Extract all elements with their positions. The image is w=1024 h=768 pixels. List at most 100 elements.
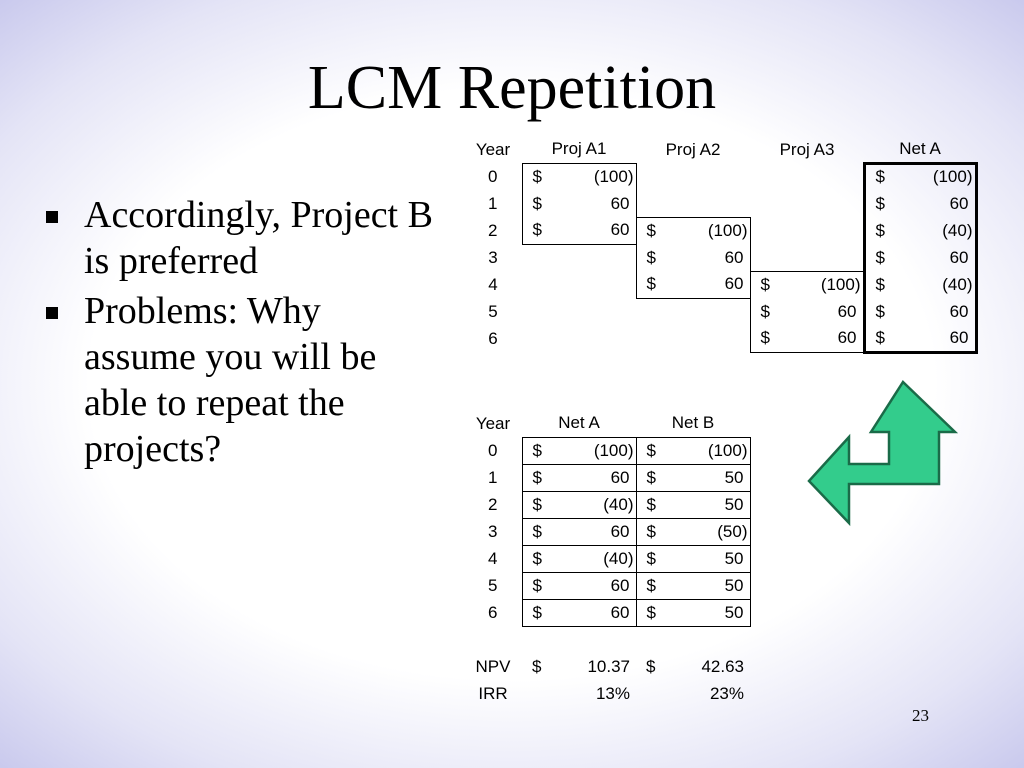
header-row: Year Net A Net B [464,410,750,437]
column-header: Proj A2 [665,139,721,159]
value-cell: 50 [668,464,751,492]
currency-cell: $ [521,599,554,627]
value-cell: 60 [782,325,865,353]
value-cell [668,163,750,190]
year-cell: 2 [488,220,498,240]
value-cell: 50 [668,491,751,519]
column-header: Year [475,413,511,433]
value-cell [668,298,750,325]
currency-cell [522,244,554,271]
column-header: Net A [899,138,941,158]
currency-cell [636,325,668,352]
value-cell [782,244,864,271]
slide-number: 23 [912,706,929,725]
currency-cell: $ [862,271,896,298]
spacer-row [464,626,750,653]
currency-cell [750,190,782,217]
column-header: Year [475,139,511,159]
year-cell: 3 [488,521,498,541]
table-row: 3 $60 $ (50) [464,518,751,546]
bullet-item: Accordingly, Project B is preferred [44,192,434,284]
currency-cell: $ [862,244,896,271]
currency-cell [750,163,782,190]
currency-cell: $ [521,162,554,190]
slide-title: LCM Repetition [307,54,717,122]
currency-cell: $ [521,572,554,600]
npv-row: NPV $10.37 $42.63 [464,653,750,680]
blank-cell [522,626,554,653]
bullet-text: Accordingly, Project B is preferred [84,194,433,282]
value-cell: (40) [896,217,978,244]
currency-cell: $ [635,436,668,465]
value-cell: 60 [554,217,637,245]
value-cell: 60 [554,572,637,600]
currency-cell [636,163,668,190]
currency-cell: $ [521,217,554,245]
value-cell [554,244,636,271]
currency-cell: $ [635,572,668,600]
value-cell: 60 [668,244,751,271]
blank-cell [636,626,668,653]
currency-cell [750,244,782,271]
value-cell [668,325,750,352]
value-cell: (100) [782,270,865,298]
table-row: 2 $60 $ (100) $ (40) [464,216,978,245]
currency-cell: $ [862,217,896,244]
value-cell [554,271,636,298]
currency-cell: $ [862,325,896,354]
currency-cell: $ [862,190,896,217]
table-row: 6 $60 $60 [464,325,978,354]
year-cell: 6 [488,328,498,348]
square-bullet-icon [46,211,58,223]
currency-cell [636,298,668,325]
bullet-text: Problems: Why assume you will be able to… [84,290,377,470]
table-row: 0 $ (100) $ (100) [464,436,751,465]
table-row: 5 $60 $60 [464,298,978,325]
currency-cell: $ [521,518,554,546]
irr-label: IRR [478,683,508,703]
value-cell: 60 [554,599,637,627]
currency-cell: $ [635,216,668,244]
value-cell [554,298,636,325]
irr-row: IRR 13% 23% [464,680,750,707]
net-comparison-table: Year Net A Net B 0 $ (100) $ (100) 1 $60 $50 2 $ (40)… [464,410,751,707]
blank-cell [668,626,750,653]
value-cell: 60 [896,190,978,217]
currency-cell: $ [635,545,668,573]
value-cell: 60 [896,298,978,325]
value-cell: 60 [554,464,637,492]
table-row: 5 $60 $50 [464,572,751,600]
value-cell: (40) [554,545,637,573]
value-cell [782,217,864,244]
year-cell: 4 [488,274,498,294]
blank-cell [522,680,554,707]
value-cell: (50) [668,518,751,546]
currency-cell: $ [521,436,554,465]
currency-cell: $ [521,545,554,573]
currency-cell: $ [635,518,668,546]
currency-cell: $ [521,464,554,492]
value-cell: 60 [554,518,637,546]
year-cell: 4 [488,548,498,568]
value-cell: (100) [554,436,637,465]
blank-cell [636,680,668,707]
currency-cell: $ [521,190,554,217]
value-cell: (100) [668,216,751,244]
currency-cell [522,271,554,298]
currency-cell: $ [635,599,668,627]
value-cell: (100) [554,162,637,190]
value-cell [782,190,864,217]
blank-cell [554,626,636,653]
currency-cell: $ [635,464,668,492]
value-cell: 50 [668,599,751,627]
lcm-repetition-table: Year Proj A1 Proj A2 Proj A3 Net A 0 $ (100) $ (1… [464,136,978,354]
currency-cell: $ [862,161,896,190]
value-cell: 60 [782,298,865,325]
table-row: 1 $60 $50 [464,464,751,492]
bent-arrow-icon [807,380,959,527]
table-row: 3 $60 $60 [464,244,978,271]
value-cell: 50 [668,545,751,573]
year-cell: 0 [488,440,498,460]
value-cell: 50 [668,572,751,600]
table-row: 4 $60 $ (100) $ (40) [464,270,978,299]
